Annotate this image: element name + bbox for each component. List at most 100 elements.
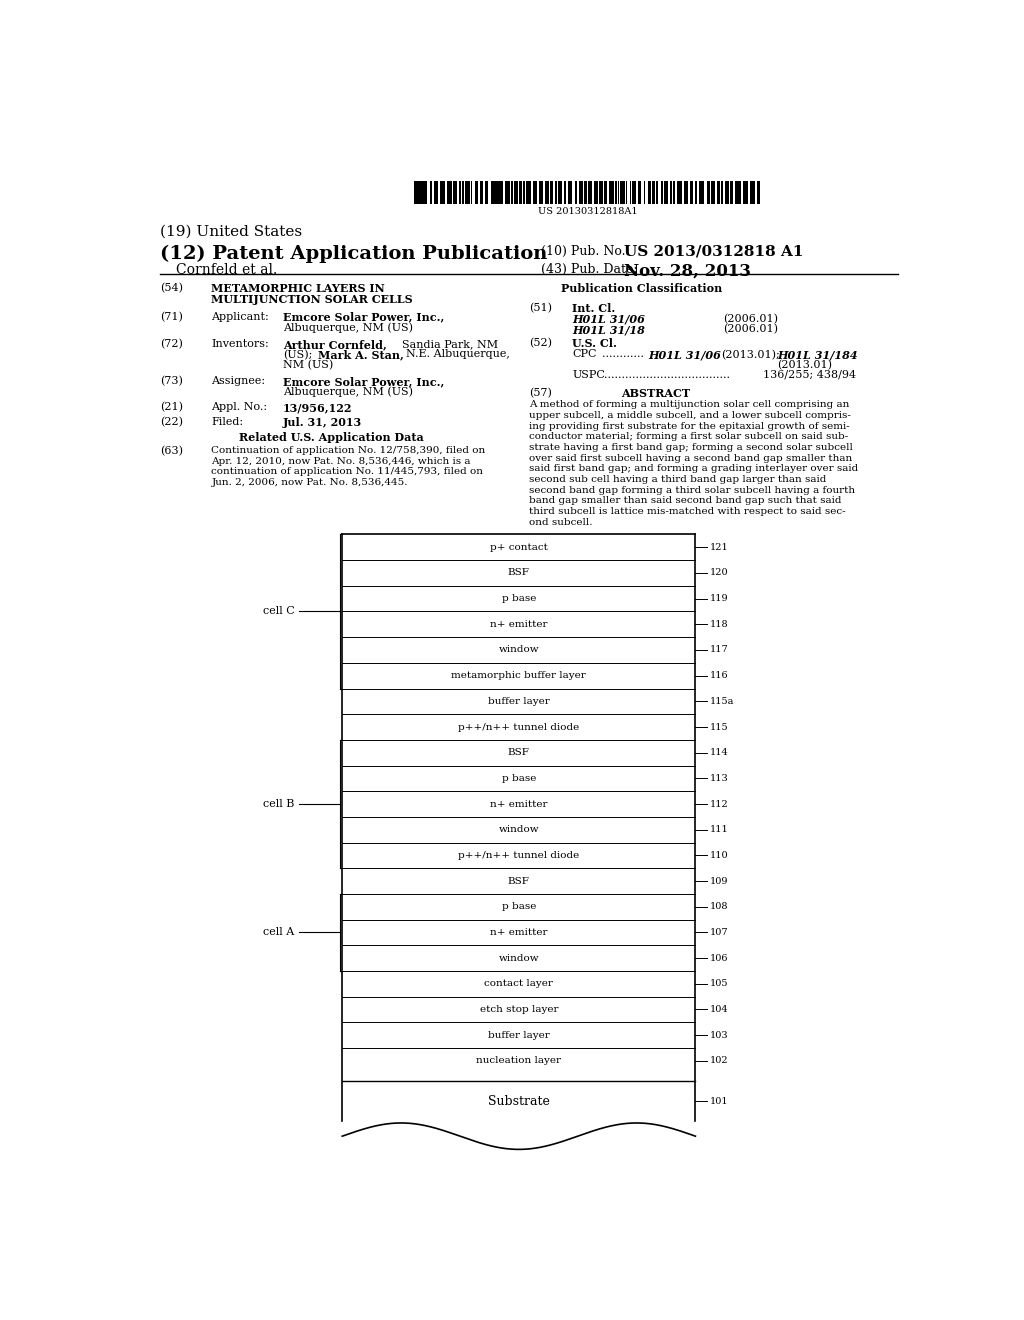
Bar	[471, 181, 472, 205]
Text: 115a: 115a	[710, 697, 734, 706]
Text: H01L 31/18: H01L 31/18	[572, 325, 645, 335]
Text: Jun. 2, 2006, now Pat. No. 8,536,445.: Jun. 2, 2006, now Pat. No. 8,536,445.	[211, 478, 408, 487]
Text: USPC: USPC	[572, 370, 605, 380]
Bar	[735, 181, 736, 205]
Bar	[725, 181, 729, 205]
Text: BSF: BSF	[508, 569, 529, 577]
Bar	[743, 181, 748, 205]
Bar	[707, 181, 710, 205]
Text: (2013.01): (2013.01)	[777, 359, 833, 370]
Text: (43) Pub. Date:: (43) Pub. Date:	[541, 263, 637, 276]
Text: 110: 110	[710, 851, 728, 859]
Bar	[462, 181, 464, 205]
Text: (2006.01): (2006.01)	[723, 314, 778, 325]
Text: contact layer: contact layer	[484, 979, 553, 989]
Bar	[465, 181, 470, 205]
Text: third subcell is lattice mis-matched with respect to said sec-: third subcell is lattice mis-matched wit…	[528, 507, 846, 516]
Text: p++/n++ tunnel diode: p++/n++ tunnel diode	[458, 722, 580, 731]
Bar	[546, 181, 550, 205]
Bar	[496, 181, 499, 205]
Text: ABSTRACT: ABSTRACT	[622, 388, 690, 399]
Bar	[699, 181, 705, 205]
Text: (19) United States: (19) United States	[160, 224, 302, 239]
Bar	[574, 181, 578, 205]
Bar	[480, 181, 482, 205]
Bar	[670, 181, 672, 205]
Bar	[729, 181, 733, 205]
Bar	[758, 181, 761, 205]
Text: Emcore Solar Power, Inc.,: Emcore Solar Power, Inc.,	[283, 376, 444, 387]
Text: 102: 102	[710, 1056, 728, 1065]
Bar	[532, 181, 537, 205]
Bar	[430, 181, 432, 205]
Text: strate having a first band gap; forming a second solar subcell: strate having a first band gap; forming …	[528, 444, 853, 451]
Bar	[690, 181, 693, 205]
Text: MULTIJUNCTION SOLAR CELLS: MULTIJUNCTION SOLAR CELLS	[211, 293, 413, 305]
Text: (12) Patent Application Publication: (12) Patent Application Publication	[160, 244, 547, 263]
Text: said first band gap; and forming a grading interlayer over said: said first band gap; and forming a gradi…	[528, 465, 858, 474]
Text: Continuation of application No. 12/758,390, filed on: Continuation of application No. 12/758,3…	[211, 446, 485, 455]
Text: second sub cell having a third band gap larger than said: second sub cell having a third band gap …	[528, 475, 826, 484]
Text: metamorphic buffer layer: metamorphic buffer layer	[452, 671, 586, 680]
Text: 119: 119	[710, 594, 728, 603]
Text: 106: 106	[710, 953, 728, 962]
Text: 101: 101	[710, 1097, 728, 1106]
Text: Jul. 31, 2013: Jul. 31, 2013	[283, 417, 362, 428]
Bar	[423, 181, 427, 205]
Text: over said first subcell having a second band gap smaller than: over said first subcell having a second …	[528, 454, 852, 463]
Bar	[695, 181, 697, 205]
Text: Albuquerque, NM (US): Albuquerque, NM (US)	[283, 322, 413, 333]
Text: window: window	[499, 825, 540, 834]
Text: Related U.S. Application Data: Related U.S. Application Data	[240, 432, 424, 442]
Bar	[475, 181, 478, 205]
Bar	[539, 181, 543, 205]
Bar	[419, 181, 422, 205]
Bar	[447, 181, 452, 205]
Bar	[434, 181, 437, 205]
Text: (63): (63)	[160, 446, 182, 457]
Text: 113: 113	[710, 774, 728, 783]
Bar	[550, 181, 553, 205]
Text: (2006.01): (2006.01)	[723, 325, 778, 334]
Text: window: window	[499, 953, 540, 962]
Text: BSF: BSF	[508, 876, 529, 886]
Bar	[660, 181, 663, 205]
Text: p base: p base	[502, 902, 536, 911]
Text: (2013.01);: (2013.01);	[721, 350, 779, 360]
Text: Mark A. Stan,: Mark A. Stan,	[318, 350, 404, 360]
Bar	[555, 181, 557, 205]
Text: Arthur Cornfeld,: Arthur Cornfeld,	[283, 339, 387, 350]
Text: 118: 118	[710, 620, 728, 628]
Text: ing providing first substrate for the epitaxial growth of semi-: ing providing first substrate for the ep…	[528, 421, 850, 430]
Bar	[454, 181, 458, 205]
Text: n+ emitter: n+ emitter	[490, 620, 548, 628]
Bar	[609, 181, 613, 205]
Text: (73): (73)	[160, 376, 182, 387]
Text: etch stop layer: etch stop layer	[479, 1005, 558, 1014]
Bar	[632, 181, 636, 205]
Bar	[526, 181, 531, 205]
Text: Apr. 12, 2010, now Pat. No. 8,536,446, which is a: Apr. 12, 2010, now Pat. No. 8,536,446, w…	[211, 457, 471, 466]
Text: Int. Cl.: Int. Cl.	[572, 302, 615, 314]
Text: 104: 104	[710, 1005, 728, 1014]
Text: (71): (71)	[160, 312, 182, 322]
Text: Emcore Solar Power, Inc.,: Emcore Solar Power, Inc.,	[283, 312, 444, 323]
Text: (52): (52)	[528, 338, 552, 348]
Text: p+ contact: p+ contact	[489, 543, 548, 552]
Bar	[751, 181, 755, 205]
Bar	[490, 181, 495, 205]
Bar	[585, 181, 587, 205]
Text: US 20130312818A1: US 20130312818A1	[539, 207, 638, 216]
Text: BSF: BSF	[508, 748, 529, 758]
Bar	[594, 181, 598, 205]
Text: (72): (72)	[160, 339, 182, 350]
Bar	[500, 181, 503, 205]
Bar	[638, 181, 641, 205]
Text: H01L 31/184: H01L 31/184	[777, 350, 858, 360]
Text: p++/n++ tunnel diode: p++/n++ tunnel diode	[458, 851, 580, 859]
Text: upper subcell, a middle subcell, and a lower subcell compris-: upper subcell, a middle subcell, and a l…	[528, 411, 851, 420]
Text: cell B: cell B	[263, 799, 295, 809]
Text: p base: p base	[502, 594, 536, 603]
Bar	[519, 181, 521, 205]
Bar	[440, 181, 444, 205]
